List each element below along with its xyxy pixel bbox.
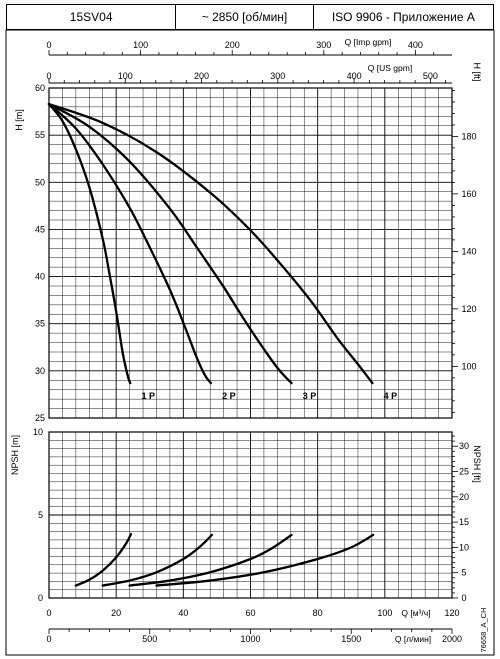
npsh-ft-tick-label: 30 — [459, 441, 469, 451]
head-curve-4p — [47, 102, 374, 385]
us-gpm-tick-label: 500 — [423, 71, 438, 81]
us-gpm-tick-label: 300 — [270, 71, 285, 81]
label-layer: 76658_A_CH 1 P 2 P 3 P 4 P — [142, 391, 488, 652]
imp-gpm-tick-label: 0 — [46, 40, 51, 50]
q-lpm-tick-label: 1000 — [240, 634, 260, 644]
head-y-tick-label: 60 — [35, 83, 45, 93]
head-ft-tick-label: 140 — [461, 246, 476, 256]
npsh-y-tick-label: 5 — [38, 510, 43, 520]
speed-label: ~ 2850 [об/мин] — [201, 10, 288, 24]
q-m3h-axis-title: Q [м³/ч] — [401, 608, 430, 618]
head-curve-label-4p: 4 P — [384, 391, 398, 401]
head-curve-3p — [47, 102, 293, 385]
npsh-curve-4p — [155, 533, 375, 587]
grid-layer — [48, 87, 453, 599]
q-m3h-tick-label: 0 — [46, 608, 51, 618]
imp-gpm-tick-label: 200 — [225, 40, 240, 50]
speed-cell: ~ 2850 [об/мин] — [176, 5, 314, 29]
head-y-tick-label: 35 — [35, 319, 45, 329]
npsh-ft-tick-label: 25 — [459, 467, 469, 477]
q-m3h-tick-label: 40 — [178, 608, 188, 618]
q-m3h-tick-label: 20 — [111, 608, 121, 618]
q-m3h-tick-label: 60 — [245, 608, 255, 618]
q-lpm-tick-label: 500 — [142, 634, 157, 644]
npsh-ft-tick-label: 5 — [461, 568, 466, 578]
curve-layer — [47, 102, 375, 587]
q-m3h-tick-label: 100 — [377, 608, 392, 618]
imp-gpm-tick-label: 100 — [133, 40, 148, 50]
q-lpm-tick-label: 0 — [46, 634, 51, 644]
head-y-tick-label: 30 — [35, 366, 45, 376]
npsh-ft-tick-label: 15 — [459, 517, 469, 527]
head-y-axis-title: H [m] — [14, 109, 24, 131]
head-ft-tick-label: 160 — [461, 189, 476, 199]
npsh-ft-tick-label: 0 — [461, 593, 466, 603]
head-ft-tick-label: 100 — [461, 361, 476, 371]
npsh-ft-tick-label: 20 — [459, 492, 469, 502]
us-gpm-tick-label: 400 — [347, 71, 362, 81]
head-curve-label-3p: 3 P — [303, 391, 317, 401]
imp-gpm-axis-title: Q [Imp gpm] — [345, 37, 392, 47]
standard-cell: ISO 9906 - Приложение A — [314, 5, 493, 29]
us-gpm-tick-label: 200 — [194, 71, 209, 81]
head-curve-label-2p: 2 P — [222, 391, 236, 401]
head-curve-label-1p: 1 P — [142, 391, 156, 401]
head-ft-tick-label: 120 — [461, 304, 476, 314]
standard-label: ISO 9906 - Приложение A — [331, 10, 475, 24]
npsh-plot-frame — [48, 431, 453, 599]
npsh-ft-axis-title: NPSH [ft] — [472, 445, 482, 483]
head-y-tick-label: 40 — [35, 272, 45, 282]
head-y-tick-label: 45 — [35, 224, 45, 234]
q-m3h-tick-label: 120 — [444, 608, 459, 618]
npsh-y-tick-label: 0 — [38, 593, 43, 603]
q-lpm-tick-label: 1500 — [341, 634, 361, 644]
head-ft-axis-title: H [ft] — [472, 62, 482, 81]
npsh-y-tick-label: 10 — [33, 427, 43, 437]
head-curve-2p — [47, 102, 213, 385]
head-plot-frame — [48, 87, 453, 419]
us-gpm-axis-title: Q [US gpm] — [368, 63, 412, 73]
q-lpm-tick-label: 2000 — [442, 634, 462, 644]
q-m3h-tick-label: 80 — [313, 608, 323, 618]
model-label: 15SV04 — [69, 10, 113, 24]
q-lpm-axis-title: Q [л/мин] — [395, 634, 431, 644]
imp-gpm-tick-label: 400 — [408, 40, 423, 50]
npsh-y-axis-title: NPSH [m] — [10, 435, 20, 475]
model-cell: 15SV04 — [7, 5, 177, 29]
side-code-label: 76658_A_CH — [479, 607, 488, 652]
npsh-curve-3p — [128, 533, 293, 587]
head-y-tick-label: 55 — [35, 130, 45, 140]
head-ft-tick-label: 180 — [461, 131, 476, 141]
head-y-tick-label: 25 — [35, 413, 45, 423]
outer-frame — [5, 29, 495, 656]
us-gpm-tick-label: 0 — [46, 71, 51, 81]
head-y-tick-label: 50 — [35, 177, 45, 187]
us-gpm-tick-label: 100 — [118, 71, 133, 81]
npsh-curve-1p — [74, 532, 133, 587]
imp-gpm-tick-label: 300 — [316, 40, 331, 50]
head-curve-1p — [47, 102, 132, 385]
npsh-curve-2p — [101, 533, 214, 587]
npsh-ft-tick-label: 10 — [459, 542, 469, 552]
